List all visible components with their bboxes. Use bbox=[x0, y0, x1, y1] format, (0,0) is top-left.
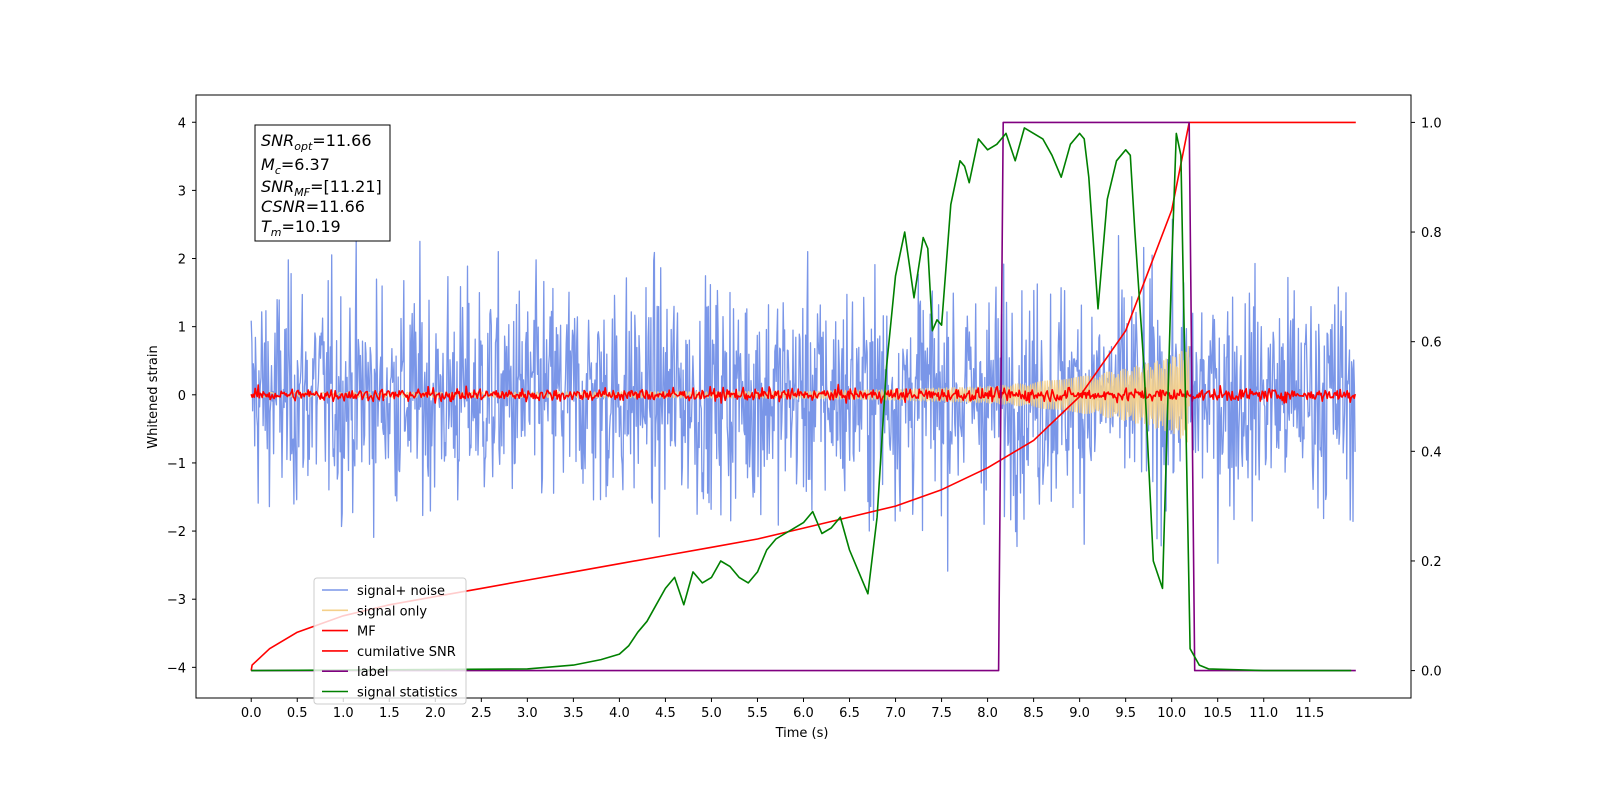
legend-label-cumilative-snr: cumilative SNR bbox=[357, 645, 456, 660]
x-tick-label: 4.5 bbox=[655, 706, 676, 721]
x-tick-label: 7.0 bbox=[885, 706, 906, 721]
x-tick-label: 8.5 bbox=[1023, 706, 1044, 721]
x-tick-label: 7.5 bbox=[931, 706, 952, 721]
legend: signal+ noise signal only MF cumilative SNR… bbox=[313, 577, 467, 705]
x-axis-label: Time (s) bbox=[775, 726, 829, 741]
series-label bbox=[251, 121, 1356, 672]
x-tick-label: 5.0 bbox=[701, 706, 722, 721]
series-signal-statistics bbox=[251, 127, 1352, 672]
x-tick-label: 4.0 bbox=[609, 706, 630, 721]
x-tick-label: 2.0 bbox=[425, 706, 446, 721]
x-tick-label: 1.0 bbox=[333, 706, 354, 721]
x-tick-label: 6.0 bbox=[793, 706, 814, 721]
annotation-snr-mf: SNRMF=[11.21] bbox=[261, 177, 382, 199]
y2-tick-label: 0.4 bbox=[1421, 445, 1442, 460]
legend-label-signal-statistics: signal statistics bbox=[357, 686, 458, 701]
annotation-tm: Tm=10.19 bbox=[261, 217, 341, 239]
y-tick-label: −4 bbox=[167, 661, 186, 676]
y2-tick-label: 0.8 bbox=[1421, 226, 1442, 241]
y-tick-label: 0 bbox=[178, 389, 186, 404]
x-tick-label: 3.0 bbox=[517, 706, 538, 721]
y2-tick-label: 0.2 bbox=[1421, 555, 1442, 570]
x-tick-label: 0.0 bbox=[241, 706, 262, 721]
x-tick-label: 9.0 bbox=[1069, 706, 1090, 721]
x-tick-label: 1.5 bbox=[379, 706, 400, 721]
annotation-snr-opt: SNRopt=11.66 bbox=[261, 131, 372, 153]
y-tick-label: −1 bbox=[167, 457, 186, 472]
x-tick-label: 11.5 bbox=[1295, 706, 1324, 721]
y2-tick-label: 1.0 bbox=[1421, 116, 1442, 131]
stats-annotation-box: SNRopt=11.66 Mc=6.37 SNRMF=[11.21] CSNR=… bbox=[254, 124, 391, 242]
x-tick-label: 10.0 bbox=[1157, 706, 1186, 721]
legend-label-mf: MF bbox=[357, 625, 376, 640]
legend-label-signal-noise: signal+ noise bbox=[357, 584, 445, 599]
annotation-mc: Mc=6.37 bbox=[261, 155, 330, 177]
y-tick-label: 3 bbox=[178, 184, 186, 199]
x-tick-label: 5.5 bbox=[747, 706, 768, 721]
x-tick-label: 10.5 bbox=[1203, 706, 1232, 721]
y2-axis-ticks: 1.0 0.8 0.6 0.4 0.2 0.0 bbox=[1411, 116, 1442, 680]
y-tick-label: −3 bbox=[167, 593, 186, 608]
legend-label-signal-only: signal only bbox=[357, 604, 427, 619]
x-axis-ticks: 0.0 0.5 1.0 1.5 2.0 2.5 3.0 3.5 4.0 4.5 5.0 5.5 6.0 6… bbox=[241, 698, 1324, 721]
x-tick-label: 3.5 bbox=[563, 706, 584, 721]
annotation-csnr: CSNR=11.66 bbox=[261, 197, 365, 216]
y-tick-label: 4 bbox=[178, 116, 186, 131]
x-tick-label: 11.0 bbox=[1249, 706, 1278, 721]
x-tick-label: 2.5 bbox=[471, 706, 492, 721]
x-tick-label: 0.5 bbox=[287, 706, 308, 721]
y-axis-ticks: 4 3 2 1 0 −1 −2 −3 −4 bbox=[167, 116, 196, 676]
y2-tick-label: 0.6 bbox=[1421, 336, 1442, 351]
legend-label-label: label bbox=[357, 665, 388, 680]
x-tick-label: 9.5 bbox=[1115, 706, 1136, 721]
y-tick-label: −2 bbox=[167, 525, 186, 540]
y2-tick-label: 0.0 bbox=[1421, 665, 1442, 680]
x-tick-label: 6.5 bbox=[839, 706, 860, 721]
y-axis-label: Whitened strain bbox=[146, 345, 161, 448]
x-tick-label: 8.0 bbox=[977, 706, 998, 721]
legend-frame bbox=[313, 577, 467, 705]
y-tick-label: 2 bbox=[178, 253, 186, 268]
y-tick-label: 1 bbox=[178, 321, 186, 336]
series-mf bbox=[250, 383, 1356, 404]
